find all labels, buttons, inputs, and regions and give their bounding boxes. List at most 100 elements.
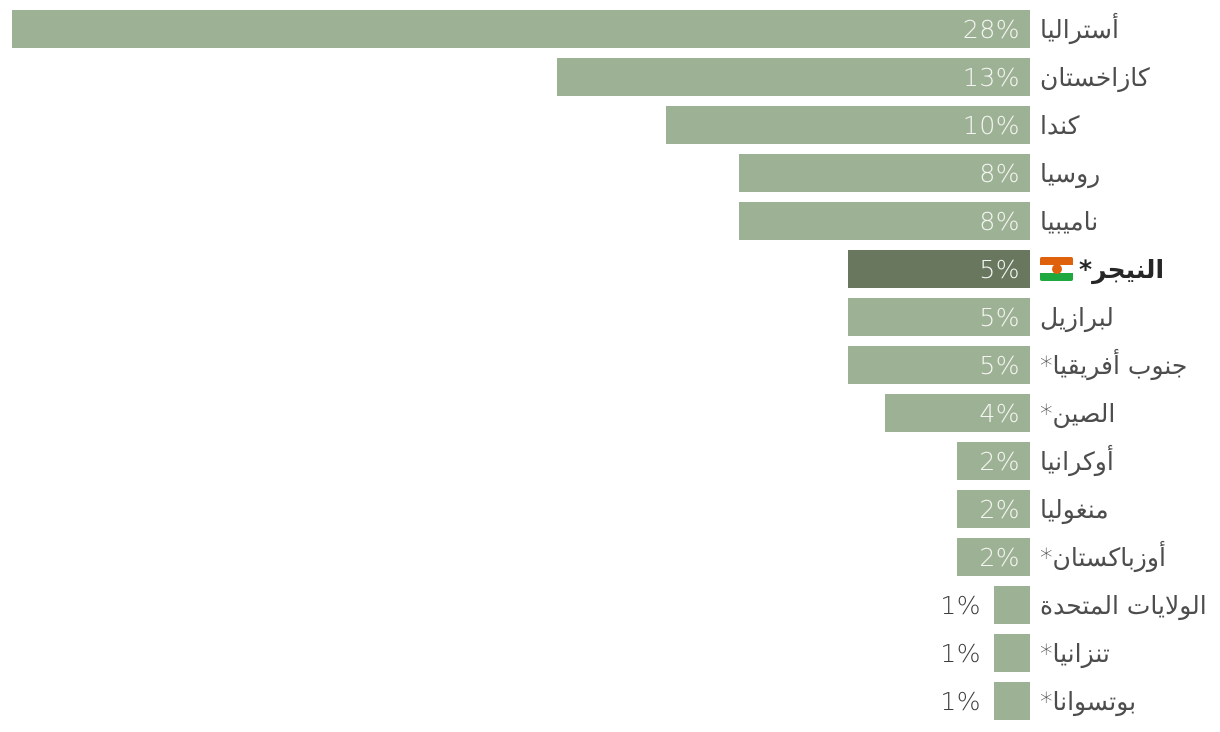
chart-row: 2% أوكرانيا (0, 442, 1220, 480)
bar-value-label: 5% (979, 302, 1020, 332)
bar-area: 13% (0, 58, 1030, 96)
country-name: كازاخستان (1040, 62, 1150, 92)
chart-row: 1% الولايات المتحدة (0, 586, 1220, 624)
bar-area: 8% (0, 202, 1030, 240)
country-name: أوزباكستان* (1040, 542, 1166, 572)
bar: 4% (885, 394, 1030, 432)
bar: 5% (848, 298, 1030, 336)
country-label: منغوليا (1040, 497, 1109, 522)
country-label-cell: الولايات المتحدة (1040, 593, 1207, 618)
bar-area: 2% (0, 442, 1030, 480)
bar: 2% (957, 442, 1030, 480)
chart-row: 8% ناميبيا (0, 202, 1220, 240)
country-label: أوزباكستان* (1040, 545, 1166, 570)
country-name: تنزانيا* (1040, 638, 1110, 668)
bar-area: 8% (0, 154, 1030, 192)
bar-area: 5% (0, 346, 1030, 384)
bar: 2% (957, 538, 1030, 576)
bar-value-label: 8% (979, 158, 1020, 188)
bar-area: 2% (0, 490, 1030, 528)
country-label: ناميبيا (1040, 209, 1098, 234)
country-label-cell: تنزانيا* (1040, 641, 1110, 666)
chart-row: 4% الصين* (0, 394, 1220, 432)
country-name: الولايات المتحدة (1040, 590, 1207, 620)
bar-value-label: 8% (979, 206, 1020, 236)
niger-flag-icon (1040, 257, 1073, 281)
chart-row: 1% بوتسوانا* (0, 682, 1220, 720)
country-label: روسيا (1040, 161, 1100, 186)
bar-area: 1% (0, 682, 1030, 720)
country-name: بوتسوانا* (1040, 686, 1137, 716)
country-label: أوكرانيا (1040, 449, 1114, 474)
country-name: أوكرانيا (1040, 446, 1114, 476)
country-name: لبرازيل (1040, 302, 1114, 332)
chart-row: 2% منغوليا (0, 490, 1220, 528)
chart-row: 1% تنزانيا* (0, 634, 1220, 672)
country-name: جنوب أفريقيا* (1040, 350, 1188, 380)
country-label-cell: كندا (1040, 113, 1080, 138)
bar (994, 586, 1030, 624)
bar-value-label: 5% (979, 350, 1020, 380)
bar: 28% (12, 10, 1030, 48)
country-name: روسيا (1040, 158, 1101, 188)
chart-row: 10% كندا (0, 106, 1220, 144)
bar-area: 1% (0, 586, 1030, 624)
bar-area: 1% (0, 634, 1030, 672)
country-label-cell: روسيا (1040, 161, 1100, 186)
country-name: كندا (1040, 110, 1080, 140)
bar: 13% (557, 58, 1030, 96)
bar-value-label: 1% (940, 590, 981, 620)
bar-value-label: 13% (962, 62, 1020, 92)
bar: 8% (739, 202, 1030, 240)
country-name: الصين* (1040, 398, 1116, 428)
bar-value-label: 2% (979, 446, 1020, 476)
bar: 5% (848, 346, 1030, 384)
bar-value-label: 10% (962, 110, 1020, 140)
bar (994, 682, 1030, 720)
country-name: أستراليا (1040, 14, 1119, 44)
country-label: كازاخستان (1040, 65, 1150, 90)
country-label: الصين* (1040, 401, 1115, 426)
country-label-cell: أستراليا (1040, 17, 1119, 42)
country-name: منغوليا (1040, 494, 1109, 524)
bar: 2% (957, 490, 1030, 528)
country-label: تنزانيا* (1040, 641, 1110, 666)
bar-area: 5% (0, 250, 1030, 288)
bar-area: 10% (0, 106, 1030, 144)
bar-value-label: 2% (979, 542, 1020, 572)
country-label: أستراليا (1040, 17, 1119, 42)
bar-value-label: 5% (979, 254, 1020, 284)
chart-row: 5% جنوب أفريقيا* (0, 346, 1220, 384)
country-label-cell: ناميبيا (1040, 209, 1098, 234)
bar-area: 2% (0, 538, 1030, 576)
bar: 10% (666, 106, 1030, 144)
bar-area: 28% (0, 10, 1030, 48)
bar-value-label: 1% (940, 638, 981, 668)
chart-row: 5% النيجر* (0, 250, 1220, 288)
country-label-cell: جنوب أفريقيا* (1040, 353, 1187, 378)
bar-value-label: 28% (962, 14, 1020, 44)
bar (994, 634, 1030, 672)
country-label-cell: الصين* (1040, 401, 1115, 426)
country-label-cell: أوكرانيا (1040, 449, 1114, 474)
bar-value-label: 4% (979, 398, 1020, 428)
chart-row: 8% روسيا (0, 154, 1220, 192)
bar-value-label: 1% (940, 686, 981, 716)
country-label-cell: أوزباكستان* (1040, 545, 1166, 570)
chart-row: 2% أوزباكستان* (0, 538, 1220, 576)
chart-row: 28% أستراليا (0, 10, 1220, 48)
country-label: الولايات المتحدة (1040, 593, 1207, 618)
bar-area: 4% (0, 394, 1030, 432)
country-label-cell: النيجر* (1040, 257, 1164, 282)
bar-area: 5% (0, 298, 1030, 336)
country-label: النيجر* (1040, 257, 1164, 282)
country-label: لبرازيل (1040, 305, 1114, 330)
country-name: ناميبيا (1040, 206, 1099, 236)
country-label-cell: بوتسوانا* (1040, 689, 1136, 714)
country-label: جنوب أفريقيا* (1040, 353, 1187, 378)
country-label: كندا (1040, 113, 1080, 138)
country-label-cell: منغوليا (1040, 497, 1109, 522)
chart-row: 13% كازاخستان (0, 58, 1220, 96)
bar: 8% (739, 154, 1030, 192)
